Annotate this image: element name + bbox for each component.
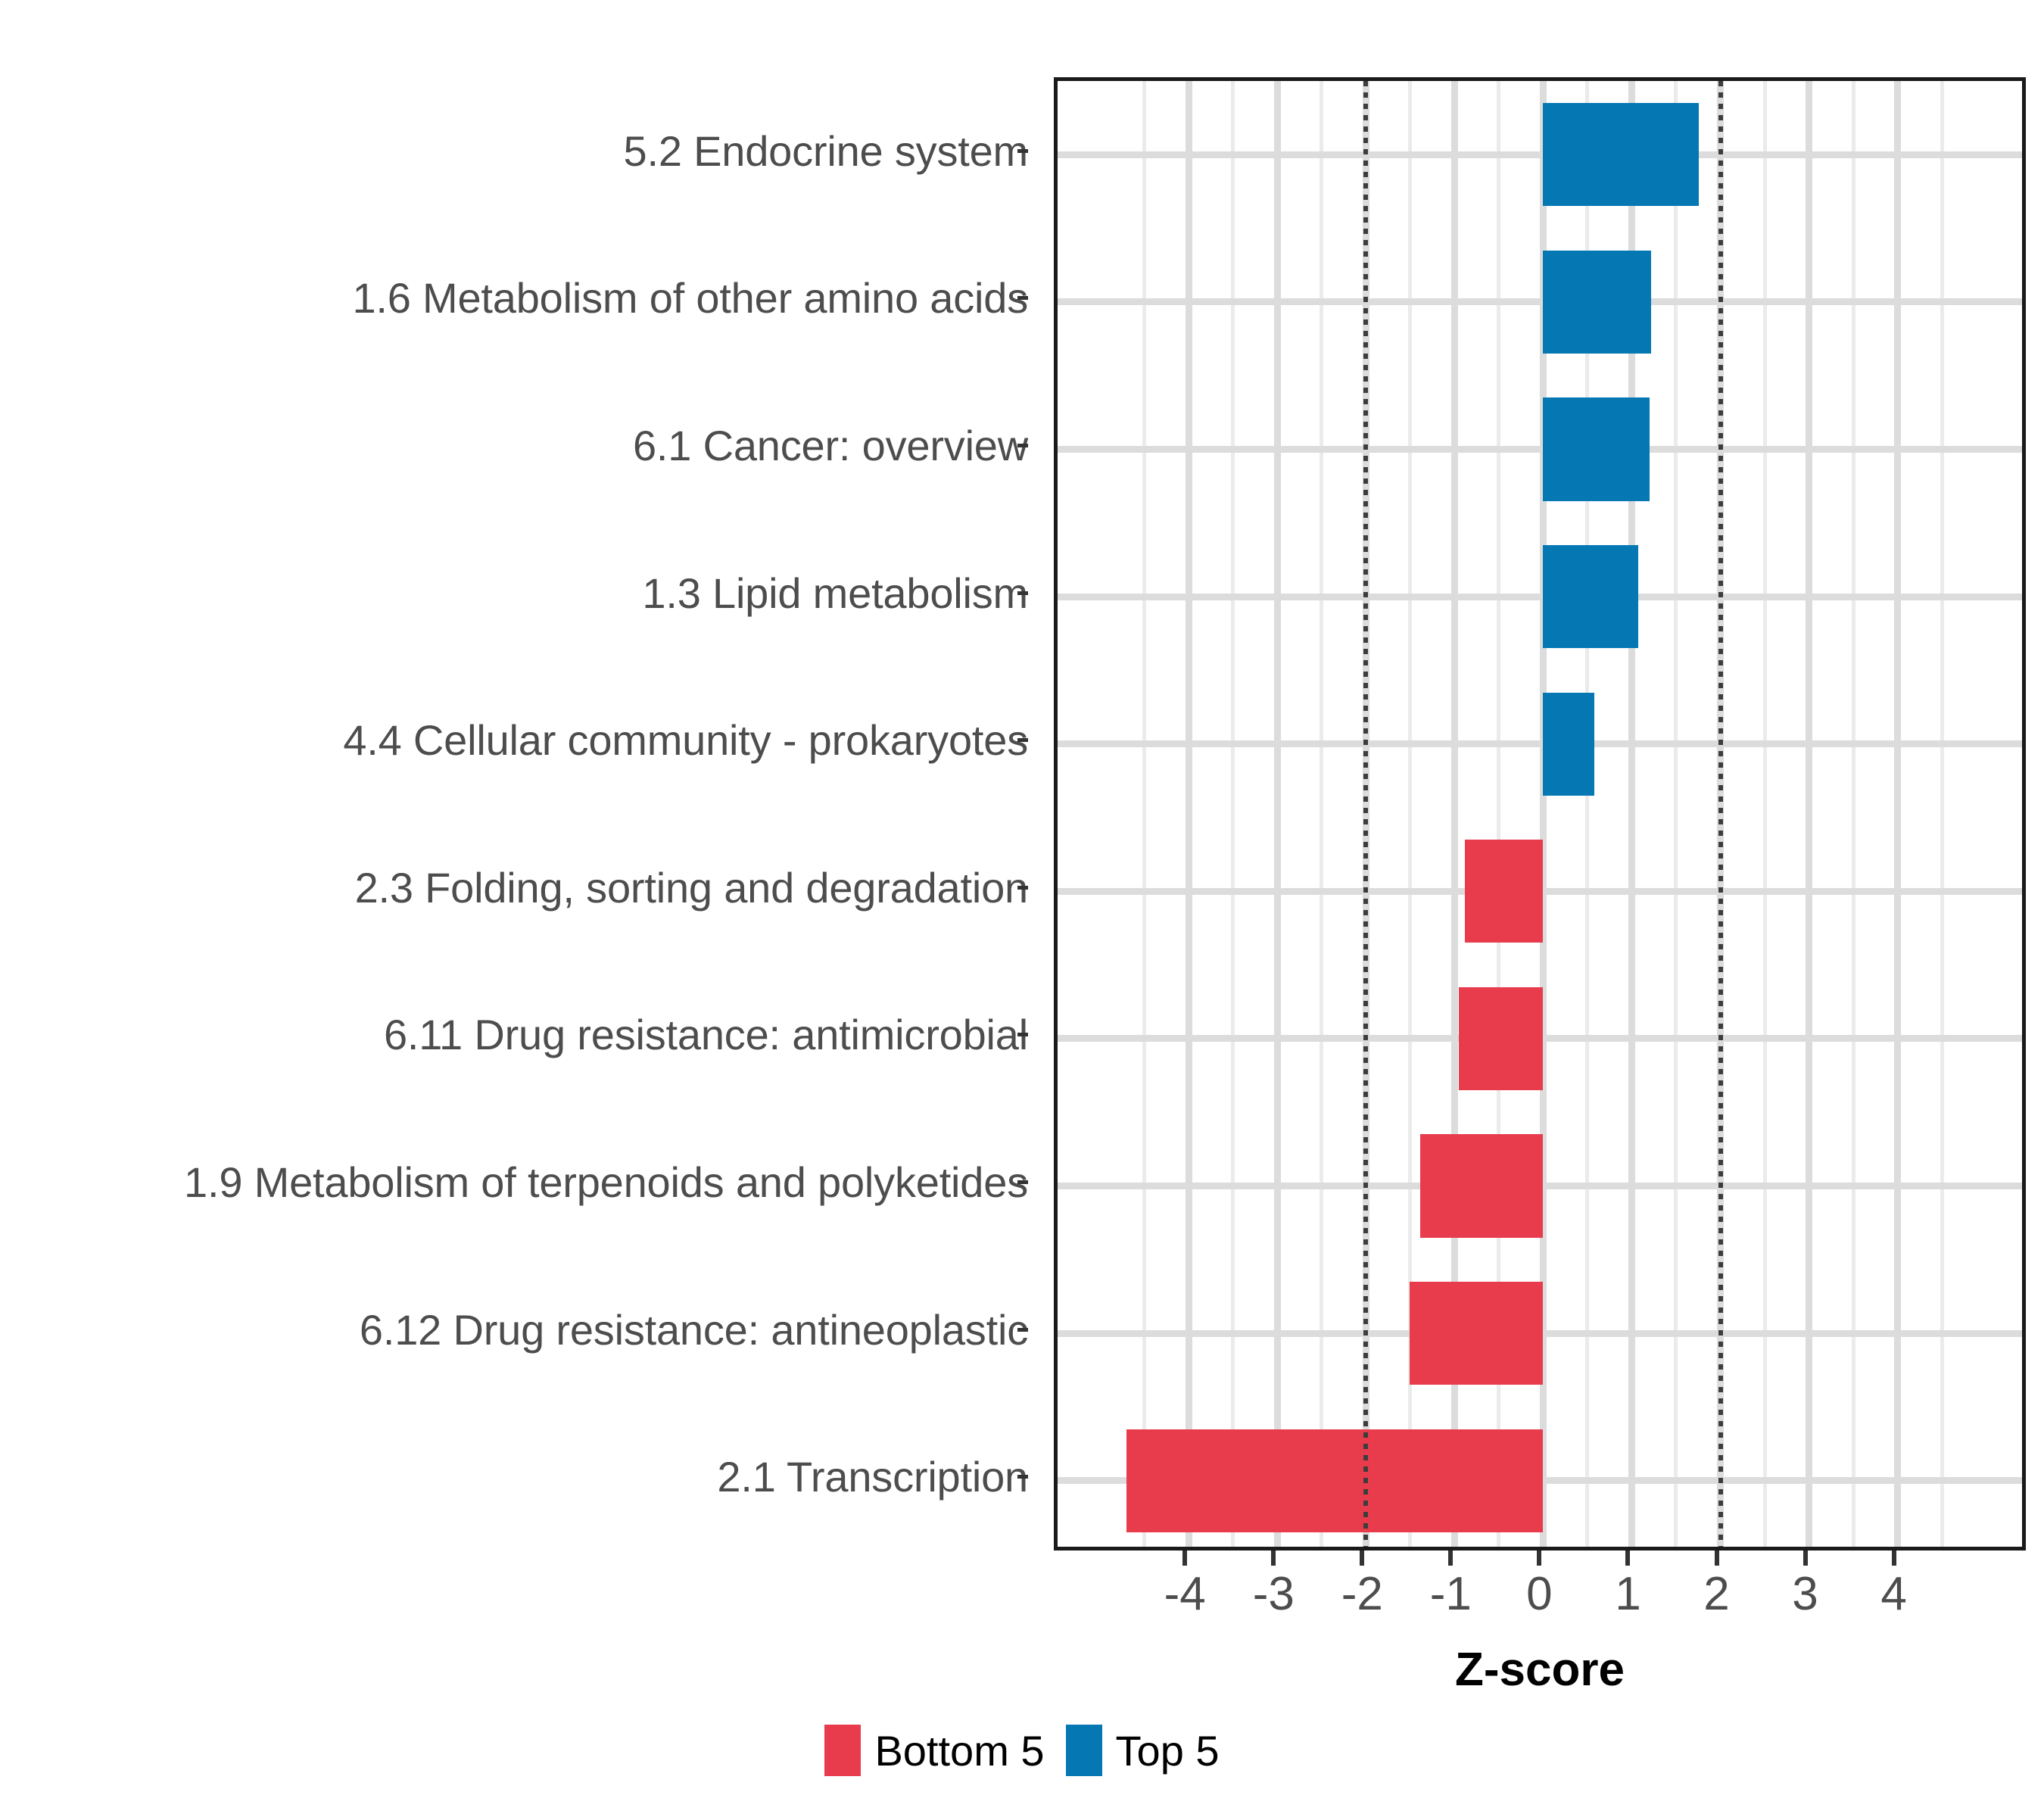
y-axis-tick-label: 6.12 Drug resistance: antineoplastic bbox=[0, 1256, 1028, 1404]
y-axis-labels: 5.2 Endocrine system 1.6 Metabolism of ot… bbox=[0, 77, 1039, 1551]
legend-item[interactable]: Top 5 bbox=[1065, 1725, 1220, 1776]
y-axis-tick-mark bbox=[1017, 885, 1028, 890]
gridline-major-vertical bbox=[1185, 81, 1192, 1547]
x-axis-tick-mark bbox=[1360, 1551, 1365, 1566]
bar-positive[interactable] bbox=[1543, 397, 1650, 501]
y-axis-tick-mark bbox=[1017, 296, 1028, 301]
y-axis-tick-label: 1.9 Metabolism of terpenoids and polyket… bbox=[0, 1108, 1028, 1256]
gridline-minor-vertical bbox=[1320, 81, 1324, 1547]
y-axis-category-text: 1.6 Metabolism of other amino acids bbox=[352, 274, 1028, 323]
y-axis-tick-label: 4.4 Cellular community - prokaryotes bbox=[0, 666, 1028, 814]
legend-label-text: Bottom 5 bbox=[874, 1726, 1045, 1775]
y-axis-tick-label: 6.11 Drug resistance: antimicrobial bbox=[0, 961, 1028, 1109]
gridline-major-vertical bbox=[1539, 81, 1547, 1547]
y-axis-category-text: 4.4 Cellular community - prokaryotes bbox=[343, 716, 1028, 765]
bar-positive[interactable] bbox=[1543, 692, 1595, 796]
bar-positive[interactable] bbox=[1543, 544, 1638, 649]
x-axis-tick-mark bbox=[1803, 1551, 1808, 1566]
y-axis-tick-label: 2.3 Folding, sorting and degradation bbox=[0, 814, 1029, 961]
bar-negative[interactable] bbox=[1126, 1429, 1544, 1532]
x-axis-tick-mark bbox=[1891, 1551, 1896, 1566]
gridline-minor-vertical bbox=[1851, 81, 1855, 1547]
chart-legend: Bottom 5 Top 5 bbox=[0, 1725, 2044, 1776]
y-axis-category-text: 2.3 Folding, sorting and degradation bbox=[354, 863, 1029, 912]
y-axis-tick-mark bbox=[1017, 1475, 1028, 1479]
legend-item[interactable]: Bottom 5 bbox=[824, 1725, 1045, 1776]
gridline-minor-vertical bbox=[1585, 81, 1590, 1547]
y-axis-tick-mark bbox=[1017, 1327, 1028, 1332]
gridline-horizontal bbox=[1058, 740, 2022, 748]
x-axis-tick-mark bbox=[1448, 1551, 1454, 1566]
gridline-minor-vertical bbox=[1408, 81, 1413, 1547]
bar-positive[interactable] bbox=[1543, 250, 1652, 354]
y-axis-category-text: 1.3 Lipid metabolism bbox=[642, 569, 1028, 617]
threshold-line bbox=[1363, 81, 1369, 1547]
x-axis-tick-mark bbox=[1714, 1551, 1719, 1566]
x-axis-tick-mark bbox=[1271, 1551, 1276, 1566]
x-axis-tick-mark bbox=[1537, 1551, 1542, 1566]
gridline-major-vertical bbox=[1894, 81, 1902, 1547]
gridline-minor-vertical bbox=[1497, 81, 1501, 1547]
gridline-horizontal bbox=[1058, 593, 2022, 600]
x-axis: -4 -3 -2 -1 0 1 2 3 4 bbox=[1054, 1551, 2026, 1620]
x-axis-tick-label: -1 bbox=[1429, 1568, 1472, 1620]
threshold-line bbox=[1718, 81, 1723, 1547]
bar-negative[interactable] bbox=[1459, 986, 1544, 1090]
y-axis-tick-label: 1.3 Lipid metabolism bbox=[0, 519, 1028, 667]
gridline-major-vertical bbox=[1628, 81, 1635, 1547]
gridline-major-vertical bbox=[1450, 81, 1458, 1547]
y-axis-category-text: 6.1 Cancer: overview bbox=[632, 421, 1028, 469]
y-axis-category-text: 6.12 Drug resistance: antineoplastic bbox=[359, 1305, 1028, 1354]
gridline-minor-vertical bbox=[1940, 81, 1944, 1547]
y-axis-tick-mark bbox=[1017, 738, 1028, 743]
bar-negative[interactable] bbox=[1409, 1281, 1544, 1385]
plot-panel bbox=[1054, 77, 2026, 1551]
x-axis-tick-mark bbox=[1625, 1551, 1631, 1566]
x-axis-tick-label: 1 bbox=[1615, 1568, 1641, 1620]
y-axis-tick-label: 6.1 Cancer: overview bbox=[0, 372, 1028, 519]
y-axis-tick-mark bbox=[1017, 1033, 1028, 1037]
gridline-horizontal bbox=[1058, 298, 2022, 306]
gridline-horizontal bbox=[1058, 446, 2022, 453]
legend-label-text: Top 5 bbox=[1115, 1726, 1220, 1775]
gridline-minor-vertical bbox=[1142, 81, 1147, 1547]
x-axis-tick-label: -3 bbox=[1252, 1568, 1295, 1620]
y-axis-tick-mark bbox=[1017, 443, 1028, 447]
y-axis-category-text: 6.11 Drug resistance: antimicrobial bbox=[383, 1011, 1028, 1059]
bar-negative[interactable] bbox=[1419, 1134, 1544, 1238]
y-axis-tick-label: 2.1 Transcription bbox=[0, 1403, 1028, 1551]
x-axis-tick-label: 0 bbox=[1526, 1568, 1553, 1620]
y-axis-category-text: 5.2 Endocrine system bbox=[623, 126, 1029, 175]
y-axis-category-text: 2.1 Transcription bbox=[717, 1453, 1028, 1501]
x-axis-tick-label: 3 bbox=[1792, 1568, 1818, 1620]
legend-color-swatch bbox=[1065, 1725, 1102, 1776]
y-axis-category-text: 1.9 Metabolism of terpenoids and polyket… bbox=[184, 1158, 1028, 1206]
x-axis-tick-mark bbox=[1182, 1551, 1188, 1566]
gridline-minor-vertical bbox=[1231, 81, 1235, 1547]
gridline-horizontal bbox=[1058, 151, 2022, 158]
bar-positive[interactable] bbox=[1543, 103, 1700, 207]
x-axis-tick-label: -4 bbox=[1164, 1568, 1206, 1620]
legend-color-swatch bbox=[824, 1725, 862, 1776]
gridline-major-vertical bbox=[1806, 81, 1813, 1547]
x-axis-tick-label: 4 bbox=[1880, 1568, 1907, 1620]
gridline-minor-vertical bbox=[1674, 81, 1678, 1547]
bar-negative[interactable] bbox=[1465, 840, 1544, 943]
gridline-minor-vertical bbox=[1762, 81, 1767, 1547]
x-axis-tick-label: -2 bbox=[1341, 1568, 1383, 1620]
x-axis-tick-label: 2 bbox=[1703, 1568, 1730, 1620]
y-axis-tick-label: 5.2 Endocrine system bbox=[0, 77, 1029, 225]
y-axis-tick-mark bbox=[1017, 148, 1028, 153]
y-axis-tick-mark bbox=[1017, 1180, 1028, 1184]
y-axis-tick-label: 1.6 Metabolism of other amino acids bbox=[0, 225, 1028, 372]
gridline-major-vertical bbox=[1273, 81, 1281, 1547]
x-axis-title: Z-score bbox=[1455, 1644, 1625, 1696]
y-axis-tick-mark bbox=[1017, 591, 1028, 595]
